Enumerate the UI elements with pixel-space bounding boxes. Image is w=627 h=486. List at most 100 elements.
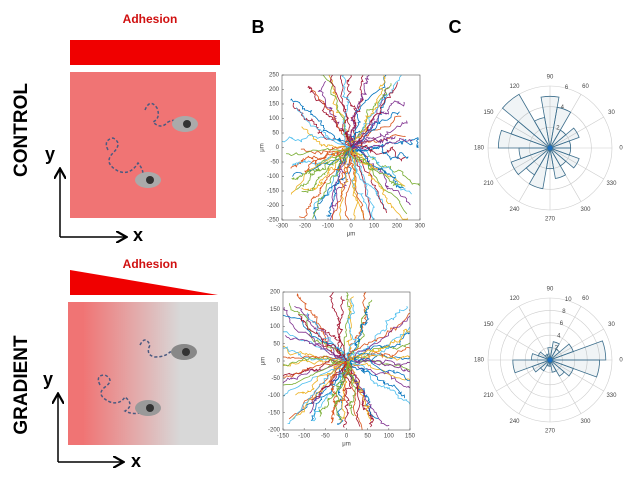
center-dot [547,145,553,151]
x-tick-label: 50 [364,434,371,440]
track-decoration [344,360,372,422]
rose-petal [549,147,572,156]
track-decoration [296,293,347,362]
grid-spoke [518,306,551,361]
rose-petal [540,95,560,149]
track-decoration [328,360,347,414]
track-decoration [349,75,370,148]
track-decoration [350,147,408,215]
grid-spoke [496,147,551,180]
angle-label: 120 [509,84,520,90]
y-axis-label: μm [261,357,267,365]
track-decoration [330,359,350,424]
track-decoration [294,305,347,362]
x-tick-label: -150 [277,434,290,440]
rose-petal [549,127,580,149]
nucleus [182,348,190,356]
y-tick-label: -50 [271,376,280,382]
rose-petal [549,343,574,361]
track-decoration [345,357,410,385]
y-tick-label: 150 [269,102,280,108]
track-decoration [339,75,352,148]
angle-label: 330 [606,181,617,187]
panel-label: B [252,17,265,37]
track-decoration [317,80,355,149]
track-decoration [348,147,365,220]
track-decoration [283,356,347,367]
angle-label: 240 [509,207,520,213]
gradient-diagram: Adhesion y x GRADIENT [11,257,218,471]
rose-petal [549,359,601,378]
r-tick-label: 6 [565,85,569,91]
center-dot [547,357,553,363]
track-decoration [350,139,406,162]
track-decoration [311,89,352,148]
cell-path [97,374,146,415]
track-decoration [350,147,408,220]
track-decoration [346,360,357,416]
y-tick-label: -200 [268,428,281,434]
angle-label: 300 [580,207,591,213]
track-decoration [344,147,352,220]
rose-petal [532,359,551,373]
y-tick-label: 200 [269,87,280,93]
x-tick-label: 100 [384,434,395,440]
track-decoration [350,120,408,149]
track-decoration [341,360,352,428]
y-tick-label: -150 [267,189,280,195]
r-tick-label: 4 [561,105,565,111]
track-decoration [313,147,354,220]
track-decoration [329,292,347,362]
track-decoration [282,133,352,149]
track-decoration [349,75,386,148]
y-tick-label: -250 [267,218,280,224]
angle-label: 30 [608,110,615,116]
row-label: GRADIENT [11,335,32,435]
track-decoration [350,75,387,148]
y-tick-label: 50 [273,341,280,347]
angle-label: 300 [580,419,591,425]
track-decoration [346,359,405,399]
track-decoration [283,346,347,363]
r-tick-label: 8 [562,309,566,315]
x-tick-label: -50 [321,434,330,440]
track-decoration [350,147,359,220]
track-decoration [285,335,347,363]
grid-spoke [549,359,604,392]
substrate [68,302,218,445]
angle-label: 90 [547,287,554,293]
track-decoration [329,75,352,148]
y-tick-label: -100 [268,393,281,399]
y-tick-label: 150 [270,307,281,313]
tracks [283,292,410,430]
track-decoration [336,360,348,426]
angle-label: 210 [484,393,495,399]
grid-spoke [496,359,551,392]
angle-label: 210 [484,181,495,187]
track-decoration [350,147,404,189]
x-tick-label: -100 [298,434,311,440]
rose-petal [539,359,551,372]
panel-label: C [449,17,462,37]
track-decoration [346,315,410,362]
track-decoration [345,309,410,362]
adhesion-label: Adhesion [123,12,178,26]
r-tick-label: 4 [557,333,561,339]
rose-petal [528,147,551,190]
track-decoration [350,100,405,149]
track-decoration [301,146,352,194]
adhesion-label: Adhesion [123,257,178,271]
track-decoration [283,355,347,367]
r-tick-label: 6 [560,321,564,327]
track-decoration [350,147,387,213]
track-decoration [296,107,352,148]
track-decoration [283,360,347,378]
y-tick-label: -50 [270,160,279,166]
rose-petal [547,347,553,361]
y-tick-label: 100 [270,324,281,330]
rose-petal [510,147,551,176]
y-label: y [43,369,53,389]
y-tick-label: 50 [272,131,279,137]
track-decoration [350,87,389,148]
